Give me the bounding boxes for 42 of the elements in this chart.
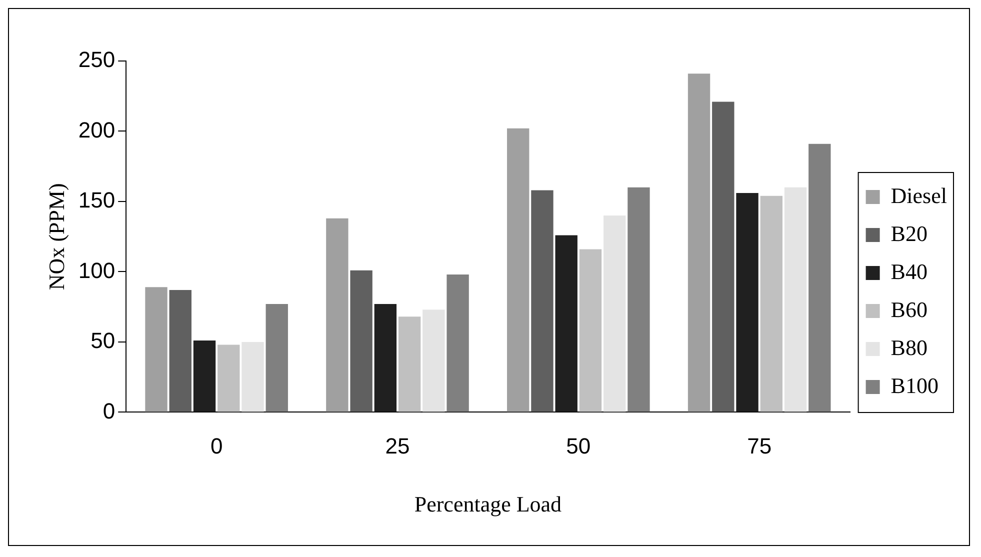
bar [579, 249, 602, 412]
x-tick-label: 25 [385, 433, 410, 458]
bar [145, 287, 168, 412]
bar [555, 235, 578, 412]
bar [531, 190, 554, 412]
y-tick-label: 100 [78, 258, 116, 283]
x-axis-title: Percentage Load [414, 492, 562, 517]
legend-label: B20 [890, 220, 928, 246]
x-tick-label: 75 [747, 433, 772, 458]
y-tick-label: 50 [90, 328, 116, 354]
legend-label: B100 [890, 372, 938, 398]
legend-label: B80 [890, 334, 928, 360]
bar [193, 340, 216, 412]
bar [784, 187, 807, 412]
bar [604, 216, 626, 412]
bar [350, 270, 372, 412]
bar [266, 304, 288, 412]
bar [688, 74, 710, 412]
y-axis-title: NOx (PPM) [44, 183, 69, 290]
y-tick-label: 250 [78, 47, 116, 72]
bar [242, 342, 264, 412]
x-tick-label: 50 [566, 433, 591, 458]
bar [446, 274, 469, 412]
bar [398, 316, 421, 412]
bar [422, 310, 445, 412]
bar [507, 128, 530, 412]
bar [326, 218, 348, 412]
bar [760, 196, 782, 412]
y-tick-label: 200 [78, 117, 116, 142]
bar [736, 193, 758, 412]
bar [169, 290, 192, 412]
y-tick-label: 0 [102, 398, 116, 424]
bar [808, 144, 831, 412]
bar [218, 344, 240, 412]
y-tick-label: 150 [78, 188, 116, 213]
legend-label: B40 [890, 258, 928, 284]
bar [628, 187, 650, 412]
legend-label: B60 [890, 296, 928, 322]
bar [712, 102, 734, 412]
legend-label: Diesel [890, 182, 947, 208]
bar [374, 304, 397, 412]
x-tick-label: 0 [210, 433, 223, 458]
